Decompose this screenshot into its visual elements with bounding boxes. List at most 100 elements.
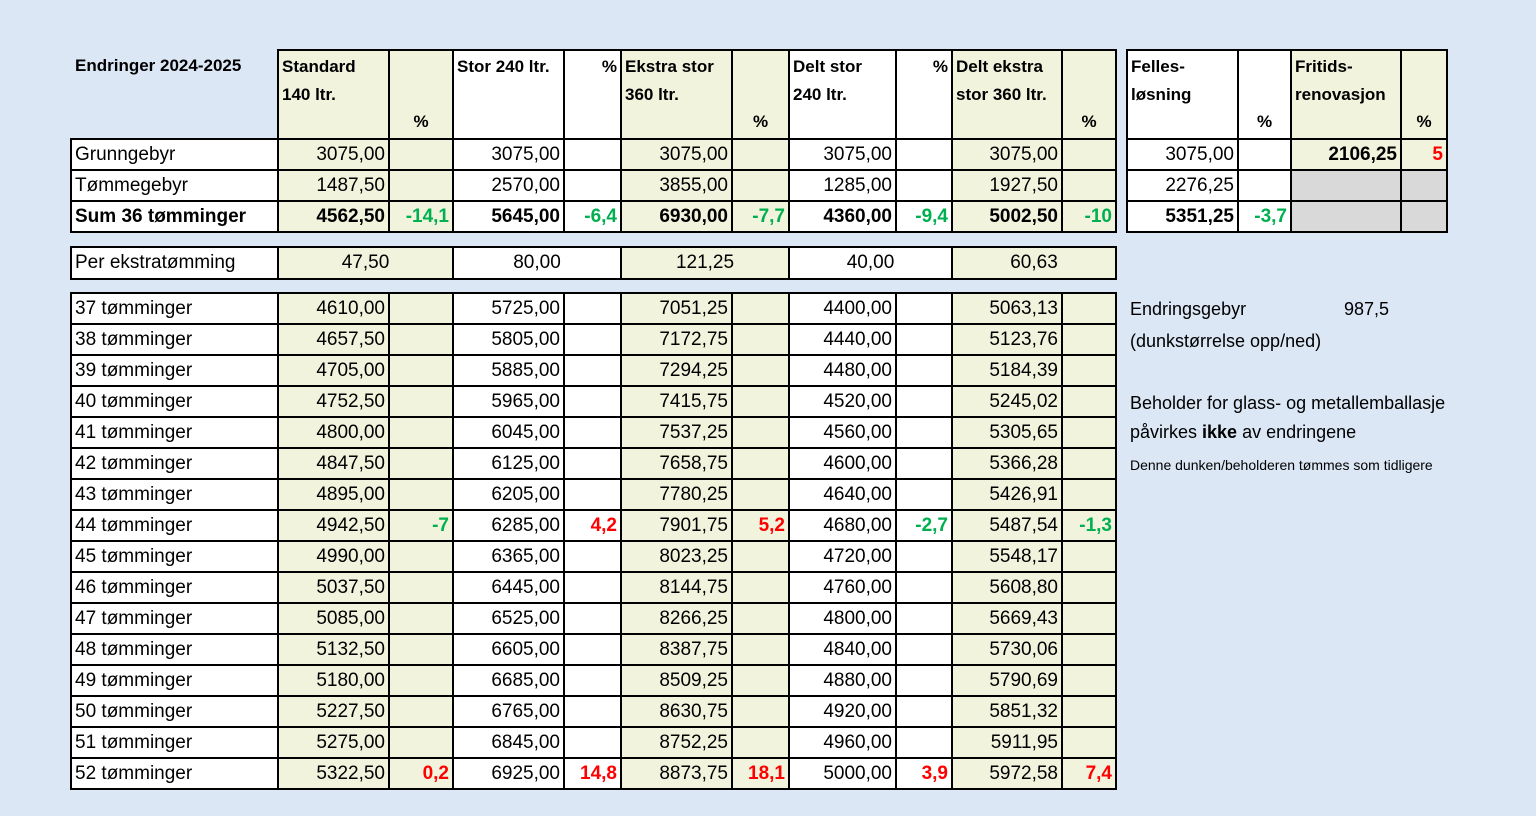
cell-percent <box>731 323 790 356</box>
cell-percent <box>895 138 953 171</box>
cell-percent <box>388 633 454 666</box>
cell-percent: 7,4 <box>1061 757 1117 790</box>
row-label: 37 tømminger <box>70 292 279 325</box>
endringsgebyr-label: Endringsgebyr <box>1130 299 1247 319</box>
cell-percent <box>895 540 953 573</box>
cell-value: 5487,54 <box>951 509 1063 542</box>
cell-value: 7537,25 <box>620 416 733 449</box>
cell-percent <box>563 138 622 171</box>
cell-value: 4360,00 <box>788 200 897 233</box>
cell-value: 1285,00 <box>788 169 897 202</box>
cell-value: 8266,25 <box>620 602 733 635</box>
cell-value: 6445,00 <box>452 571 565 604</box>
col-header-pct: % <box>1061 49 1117 140</box>
cell-percent <box>1061 695 1117 728</box>
cell-percent <box>388 602 454 635</box>
cell-percent <box>731 292 790 325</box>
cell-value: 5351,25 <box>1126 200 1239 233</box>
table-row: Per ekstratømming 47,50 80,00 121,25 40,… <box>70 246 1117 280</box>
cell-percent <box>1061 540 1117 573</box>
cell-percent <box>1061 416 1117 449</box>
table-row: 48 tømminger 5132,50 6605,00 8387,75 4840,00… <box>70 633 1117 666</box>
col-header-pct: % <box>563 49 622 140</box>
cell-percent <box>563 478 622 511</box>
cell-value: 1487,50 <box>277 169 390 202</box>
cell-value: 4480,00 <box>788 354 897 387</box>
table-row: 47 tømminger 5085,00 6525,00 8266,25 4800,00… <box>70 602 1117 635</box>
cell-percent <box>731 633 790 666</box>
col-header-deltekstra: Delt ekstra stor 360 ltr. <box>951 49 1063 140</box>
col-header-standard: Standard 140 ltr. <box>277 49 390 140</box>
cell-value: 5085,00 <box>277 602 390 635</box>
cell-value: 6845,00 <box>452 726 565 759</box>
cell-percent: 3,9 <box>895 757 953 790</box>
cell-value: 6285,00 <box>452 509 565 542</box>
cell-percent <box>895 354 953 387</box>
cell-value: 4920,00 <box>788 695 897 728</box>
cell-percent <box>895 478 953 511</box>
cell-percent <box>731 478 790 511</box>
cell-value: 5911,95 <box>951 726 1063 759</box>
row-label: 39 tømminger <box>70 354 279 387</box>
cell-percent <box>731 540 790 573</box>
cell-percent <box>388 138 454 171</box>
cell-percent <box>731 602 790 635</box>
cell-percent <box>563 354 622 387</box>
cell-value: 7901,75 <box>620 509 733 542</box>
table-row: 41 tømminger 4800,00 6045,00 7537,25 4560,00… <box>70 416 1117 449</box>
cell-percent <box>895 664 953 697</box>
row-label: 40 tømminger <box>70 385 279 418</box>
row-label: 38 tømminger <box>70 323 279 356</box>
cell-value: 5063,13 <box>951 292 1063 325</box>
row-label: 52 tømminger <box>70 757 279 790</box>
cell-percent <box>731 447 790 480</box>
cell-percent <box>563 602 622 635</box>
cell-value: 3855,00 <box>620 169 733 202</box>
row-label: 45 tømminger <box>70 540 279 573</box>
table-row: Sum 36 tømminger 4562,50 -14,1 5645,00 -6,4 6… <box>70 200 1117 233</box>
cell-value: 4560,00 <box>788 416 897 449</box>
cell-value: 5132,50 <box>277 633 390 666</box>
cell-value: 7415,75 <box>620 385 733 418</box>
cell-percent <box>388 385 454 418</box>
cell-percent <box>1400 169 1448 202</box>
cell-value: 3075,00 <box>620 138 733 171</box>
row-label: 49 tømminger <box>70 664 279 697</box>
cell-value: 3075,00 <box>277 138 390 171</box>
cell-value: 80,00 <box>452 246 622 280</box>
cell-percent <box>563 416 622 449</box>
cell-value: 1927,50 <box>951 169 1063 202</box>
extra-emptying-table: Per ekstratømming 47,50 80,00 121,25 40,… <box>70 246 1117 280</box>
table-row: 39 tømminger 4705,00 5885,00 7294,25 4480,00… <box>70 354 1117 387</box>
cell-value: 8509,25 <box>620 664 733 697</box>
col-header-fritid: Fritids-renovasjon <box>1290 49 1402 140</box>
cell-percent: -10 <box>1061 200 1117 233</box>
cell-percent: -9,4 <box>895 200 953 233</box>
col-header-pct: % <box>388 49 454 140</box>
cell-percent <box>895 385 953 418</box>
cell-percent <box>563 385 622 418</box>
cell-percent <box>563 447 622 480</box>
cell-value: 8387,75 <box>620 633 733 666</box>
cell-value: 6925,00 <box>452 757 565 790</box>
cell-value: 5972,58 <box>951 757 1063 790</box>
row-label: 51 tømminger <box>70 726 279 759</box>
cell-value: 8144,75 <box>620 571 733 604</box>
cell-value: 6205,00 <box>452 478 565 511</box>
cell-value: 5725,00 <box>452 292 565 325</box>
cell-value: 7051,25 <box>620 292 733 325</box>
cell-percent <box>731 726 790 759</box>
cell-percent: -3,7 <box>1237 200 1292 233</box>
cell-percent <box>388 478 454 511</box>
row-label: Tømmegebyr <box>70 169 279 202</box>
cell-percent: 0,2 <box>388 757 454 790</box>
cell-value: 47,50 <box>277 246 454 280</box>
row-label: 50 tømminger <box>70 695 279 728</box>
cell-value: 3075,00 <box>788 138 897 171</box>
table-row: Grunngebyr 3075,00 3075,00 3075,00 3075,00 30… <box>70 138 1117 171</box>
cell-value: 121,25 <box>620 246 790 280</box>
cell-percent <box>1061 385 1117 418</box>
cell-value: 6045,00 <box>452 416 565 449</box>
cell-percent <box>731 571 790 604</box>
cell-percent <box>563 633 622 666</box>
